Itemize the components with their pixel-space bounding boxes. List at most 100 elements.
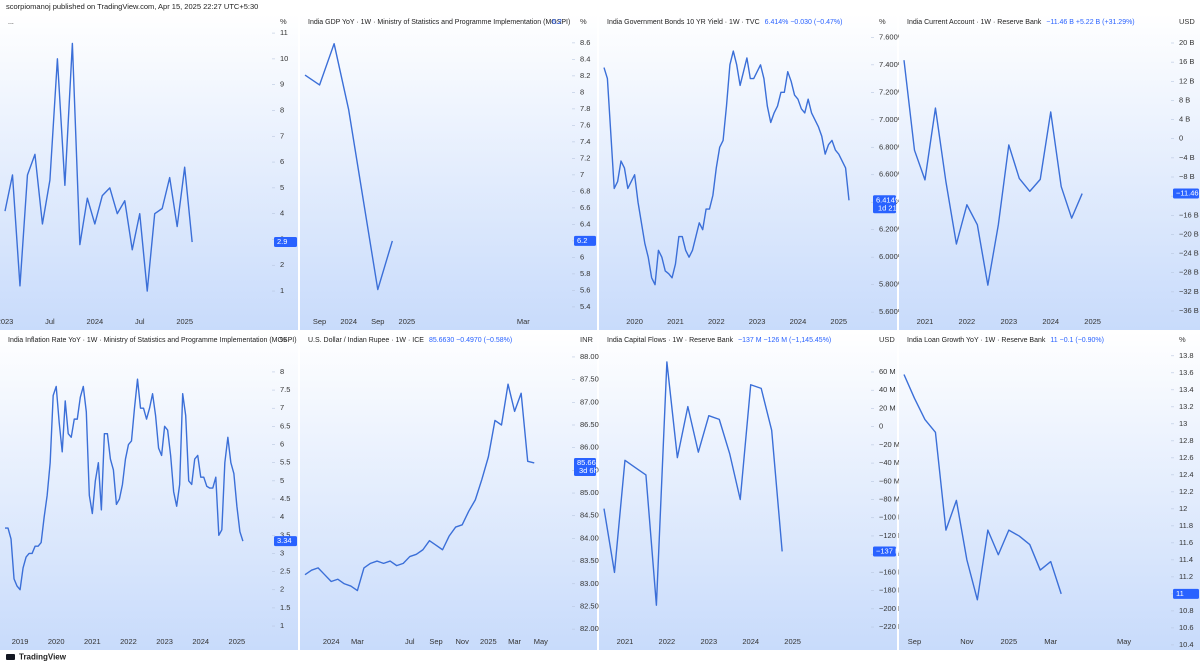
plot	[5, 378, 244, 591]
y-tick-label: 5.600%	[879, 307, 905, 316]
last-value-badge	[873, 195, 896, 214]
x-tick-label: 2019	[12, 637, 29, 646]
y-tick-label: 0	[1179, 134, 1183, 143]
y-tick-label: 11.8	[1179, 521, 1193, 530]
panel: 20 B16 B12 B8 B4 B0−4 B−8 B−12 B−16 B−20…	[899, 14, 1200, 330]
line	[903, 374, 1062, 601]
x-tick-label: 2024	[742, 637, 759, 646]
y-tick-label: −4 B	[1179, 153, 1195, 162]
y-tick-label: 4.5	[280, 494, 290, 503]
y-tick-label: 7	[580, 170, 584, 179]
y-tick-label: 8 B	[1179, 95, 1190, 104]
y-tick-label: 12.2	[1179, 487, 1194, 496]
x-tick-label: Mar	[1044, 637, 1057, 646]
x-tick-label: 2023	[700, 637, 717, 646]
x-tick-label: 2020	[48, 637, 65, 646]
unit-label: USD	[879, 335, 895, 344]
legend-value: 6.414% −0.030 (−0.47%)	[765, 19, 843, 26]
x-tick-label: 2025	[229, 637, 246, 646]
y-tick-label: −220 M	[879, 622, 904, 631]
line	[903, 60, 1083, 286]
y-tick-label: 87.0000	[580, 397, 607, 406]
y-tick-label: 1	[280, 286, 284, 295]
y-tick-label: 7.5	[280, 385, 290, 394]
y-tick-label: 5.8	[580, 269, 590, 278]
y-tick-label: −32 B	[1179, 287, 1199, 296]
chart-title: ...	[8, 19, 14, 26]
x-tick-label: 2025	[1000, 637, 1017, 646]
y-tick-label: 6.200%	[879, 225, 905, 234]
line	[603, 50, 850, 286]
x-tick-label: 2023	[0, 317, 13, 326]
y-tick-label: −200 M	[879, 604, 904, 613]
y-tick-label: −100 M	[879, 513, 904, 522]
chart-title: India Inflation Rate YoY · 1W · Ministry…	[8, 337, 297, 344]
x-tick-label: Jul	[45, 317, 55, 326]
y-tick-label: 10.4	[1179, 640, 1194, 649]
y-tick-label: 8.2	[580, 71, 590, 80]
x-tick-label: Nov	[960, 637, 974, 646]
last-value-label: 3.34	[277, 536, 292, 545]
y-tick-label: 6.8	[580, 186, 590, 195]
y-tick-label: 6	[280, 157, 284, 166]
y-tick-label: 20 B	[1179, 38, 1194, 47]
legend-value: 11 −0.1 (−0.90%)	[1050, 337, 1104, 344]
y-tick-label: 86.0000	[580, 443, 607, 452]
chart-title: India Loan Growth YoY · 1W · Reserve Ban…	[907, 337, 1046, 344]
y-tick-label: 83.0000	[580, 579, 607, 588]
panel: 60 M 40 M 20 M 0 −20 M −40 M −60 M −80 M −100 M −…	[599, 332, 904, 650]
y-tick-label: 82.5000	[580, 601, 607, 610]
plot	[603, 50, 850, 286]
panel: 82.0000 82.5000 83.0000 83.5000 84.0000 84.50…	[300, 332, 607, 650]
y-tick-label: 12.8	[1179, 436, 1194, 445]
y-tick-label: 2.5	[280, 567, 290, 576]
y-tick-label: −160 M	[879, 567, 904, 576]
y-tick-label: 2	[280, 585, 284, 594]
panel: 10.4 10.6 10.8 11 11.2 11.4 11.6 11.8 12 12.2 12.4…	[899, 332, 1200, 650]
y-tick-label: 1	[280, 621, 284, 630]
chart-title: India Capital Flows · 1W · Reserve Bank	[607, 337, 734, 344]
unit-label: %	[1179, 335, 1186, 344]
x-tick-label: 2022	[708, 317, 725, 326]
x-tick-label: May	[534, 637, 548, 646]
y-tick-label: −60 M	[879, 476, 900, 485]
y-tick-label: 8	[580, 87, 584, 96]
line	[4, 42, 193, 292]
x-tick-label: Sep	[429, 637, 442, 646]
y-tick-label: 2	[280, 260, 284, 269]
y-tick-label: 8.4	[580, 54, 590, 63]
y-tick-label: −20 M	[879, 440, 900, 449]
plot	[603, 361, 783, 606]
y-tick-label: 5.6	[580, 285, 590, 294]
x-tick-label: 2021	[667, 317, 684, 326]
y-tick-label: 13.6	[1179, 368, 1194, 377]
x-tick-label: 2024	[340, 317, 357, 326]
last-value-label: 85.6630	[577, 458, 604, 467]
x-tick-label: Jul	[405, 637, 415, 646]
last-value-badge	[574, 235, 596, 246]
last-value-label: 6.2	[577, 236, 587, 245]
last-value-badge	[274, 536, 297, 547]
x-tick-label: 2025	[784, 637, 801, 646]
last-value-badge	[574, 457, 596, 476]
y-tick-label: −36 B	[1179, 306, 1199, 315]
x-tick-label: 2024	[192, 637, 209, 646]
x-tick-label: 2025	[176, 317, 193, 326]
y-tick-label: 13	[1179, 419, 1187, 428]
y-tick-label: 11	[280, 28, 288, 37]
y-tick-label: 7.000%	[879, 115, 905, 124]
y-tick-label: 6.600%	[879, 170, 905, 179]
x-tick-label: 2025	[480, 637, 497, 646]
last-value-label: −137 M	[876, 546, 901, 555]
y-tick-label: 11.4	[1179, 555, 1193, 564]
last-value-badge	[1173, 588, 1199, 599]
line	[304, 383, 535, 592]
unit-label: %	[580, 17, 587, 26]
y-tick-label: −24 B	[1179, 249, 1199, 258]
y-tick-label: 7	[280, 131, 284, 140]
y-tick-label: 13.2	[1179, 402, 1194, 411]
x-tick-label: 2023	[1000, 317, 1017, 326]
y-tick-label: 86.5000	[580, 420, 607, 429]
x-tick-label: Mar	[351, 637, 364, 646]
x-tick-label: Mar	[508, 637, 521, 646]
